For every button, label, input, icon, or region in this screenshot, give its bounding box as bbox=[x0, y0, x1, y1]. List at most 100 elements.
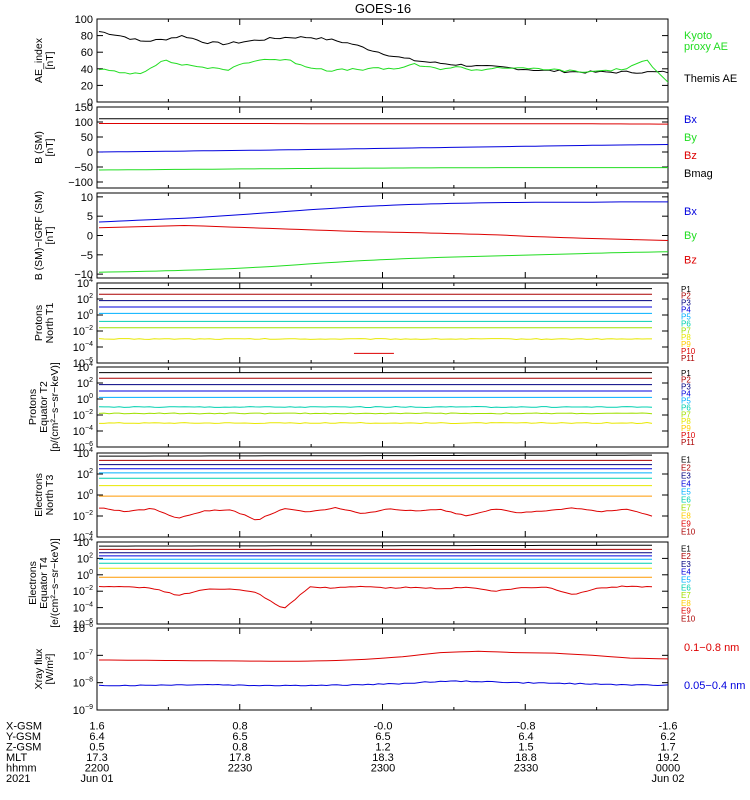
footer-value: 6.2 bbox=[660, 731, 675, 743]
legend-label: P10 bbox=[681, 431, 696, 440]
legend-label: P11 bbox=[681, 354, 695, 363]
series-line-themis-ae bbox=[98, 31, 669, 74]
series-line-0-1-0-8-nm bbox=[99, 650, 669, 662]
y-axis-label: [nT] bbox=[44, 138, 56, 156]
footer-value: 1.5 bbox=[518, 742, 533, 754]
legend-label: P2 bbox=[681, 376, 691, 385]
y-tick-label: 10−2 bbox=[73, 585, 93, 598]
y-axis-label: Protons bbox=[33, 305, 45, 341]
panel-frame bbox=[96, 282, 669, 364]
legend-label: E10 bbox=[681, 614, 696, 623]
legend-label: P8 bbox=[681, 417, 691, 426]
y-tick-label: 40 bbox=[81, 64, 93, 76]
legend-label: E8 bbox=[681, 599, 691, 608]
footer-row-label: 2021 bbox=[6, 773, 30, 785]
footer-value: 1.2 bbox=[375, 742, 390, 754]
footer-value: 6.5 bbox=[375, 731, 390, 743]
panel-frame bbox=[96, 541, 669, 625]
series-line-p8 bbox=[99, 421, 653, 425]
legend-label: E4 bbox=[681, 479, 691, 488]
footer-value: 2330 bbox=[514, 763, 538, 775]
legend-label: E2 bbox=[681, 463, 691, 472]
y-tick-label: 100 bbox=[77, 309, 93, 322]
legend-label: Kyoto bbox=[684, 30, 712, 42]
y-tick-label: −100 bbox=[68, 177, 93, 189]
panel-2: 150 100 50 0 −50 −100 B (SM) [nT] Bx By Bz Bmag bbox=[33, 102, 713, 189]
footer-value: 0.8 bbox=[232, 721, 247, 733]
legend-label: 0.05−0.4 nm bbox=[684, 680, 745, 692]
y-tick-label: 20 bbox=[81, 80, 93, 92]
y-tick-label: 60 bbox=[81, 47, 93, 59]
y-tick-label: 80 bbox=[81, 31, 93, 43]
footer-value: 18.8 bbox=[515, 752, 536, 764]
legend-label: E1 bbox=[681, 455, 691, 464]
y-tick-label: 104 bbox=[77, 447, 93, 460]
series-line-p6 bbox=[98, 405, 653, 409]
y-tick-label: 100 bbox=[75, 117, 93, 129]
y-axis-label: Protons bbox=[27, 389, 39, 425]
legend-label: P4 bbox=[681, 390, 691, 399]
y-tick-label: 0 bbox=[87, 231, 93, 243]
series-line-0-05-0-4-nm bbox=[98, 680, 669, 687]
legend-label: E5 bbox=[681, 487, 691, 496]
legend-label: Bz bbox=[684, 150, 697, 162]
legend-label: E5 bbox=[681, 575, 691, 584]
legend-label: E10 bbox=[681, 527, 696, 536]
footer-value: -0.8 bbox=[517, 721, 536, 733]
legend-label: P4 bbox=[681, 306, 691, 315]
legend-label: E7 bbox=[681, 591, 691, 600]
footer-value: 1.7 bbox=[660, 742, 675, 754]
panel-frame bbox=[96, 452, 669, 538]
y-tick-label: 10−7 bbox=[73, 649, 93, 662]
series-line-bz bbox=[99, 123, 668, 125]
legend-label: P6 bbox=[681, 403, 691, 412]
y-tick-label: 10−6 bbox=[73, 622, 93, 635]
y-tick-label: 0 bbox=[87, 147, 93, 159]
footer-row-label: MLT bbox=[6, 752, 27, 764]
legend-label: Bx bbox=[684, 206, 697, 218]
y-tick-label: 102 bbox=[77, 552, 93, 565]
legend-label: E3 bbox=[681, 471, 691, 480]
y-axis-label: Electrons bbox=[27, 561, 39, 605]
series-line-kyoto-proxy-ae bbox=[98, 58, 669, 83]
y-tick-label: 0 bbox=[87, 97, 93, 109]
y-tick-label: 104 bbox=[77, 277, 93, 290]
legend-label: P2 bbox=[681, 292, 691, 301]
legend-label: E6 bbox=[681, 495, 691, 504]
legend-label: P6 bbox=[681, 319, 691, 328]
y-tick-label: 10−2 bbox=[73, 409, 93, 422]
ephemeris-footer: X-GSM 1.6 0.8 -0.0 -0.8 -1.6 Y-GSM 6.4 6.5 6.5 6.4… bbox=[6, 721, 685, 786]
legend-label: P9 bbox=[681, 340, 691, 349]
footer-value: 17.8 bbox=[229, 752, 250, 764]
legend-label: Bx bbox=[684, 114, 697, 126]
series-line-p7 bbox=[98, 412, 653, 415]
series-line-e1 bbox=[99, 544, 652, 547]
y-tick-label: 104 bbox=[77, 536, 93, 549]
y-axis-label: [W/m²] bbox=[44, 653, 56, 684]
y-tick-label: 104 bbox=[77, 361, 93, 374]
footer-row-label: hhmm bbox=[6, 763, 37, 775]
series-line-bz bbox=[98, 224, 669, 241]
y-axis-label: B (SM) bbox=[33, 131, 45, 164]
y-tick-label: 100 bbox=[77, 393, 93, 406]
legend-label: P7 bbox=[681, 326, 691, 335]
y-axis-label: Xray flux bbox=[33, 648, 45, 690]
footer-value: 2230 bbox=[228, 763, 252, 775]
y-tick-label: 10 bbox=[81, 192, 93, 204]
y-tick-label: 10−4 bbox=[73, 602, 93, 615]
legend-label: E6 bbox=[681, 583, 691, 592]
y-tick-label: 10−9 bbox=[73, 704, 93, 717]
series-line-by bbox=[98, 251, 669, 273]
footer-value: Jun 02 bbox=[651, 773, 684, 785]
y-axis-label: [e/(cm²−s−sr−keV)] bbox=[49, 538, 61, 628]
y-tick-label: 102 bbox=[77, 377, 93, 390]
footer-value: 0.8 bbox=[232, 742, 247, 754]
legend-label: proxy AE bbox=[684, 41, 728, 53]
footer-value: 2300 bbox=[371, 763, 395, 775]
y-tick-label: 102 bbox=[77, 468, 93, 481]
